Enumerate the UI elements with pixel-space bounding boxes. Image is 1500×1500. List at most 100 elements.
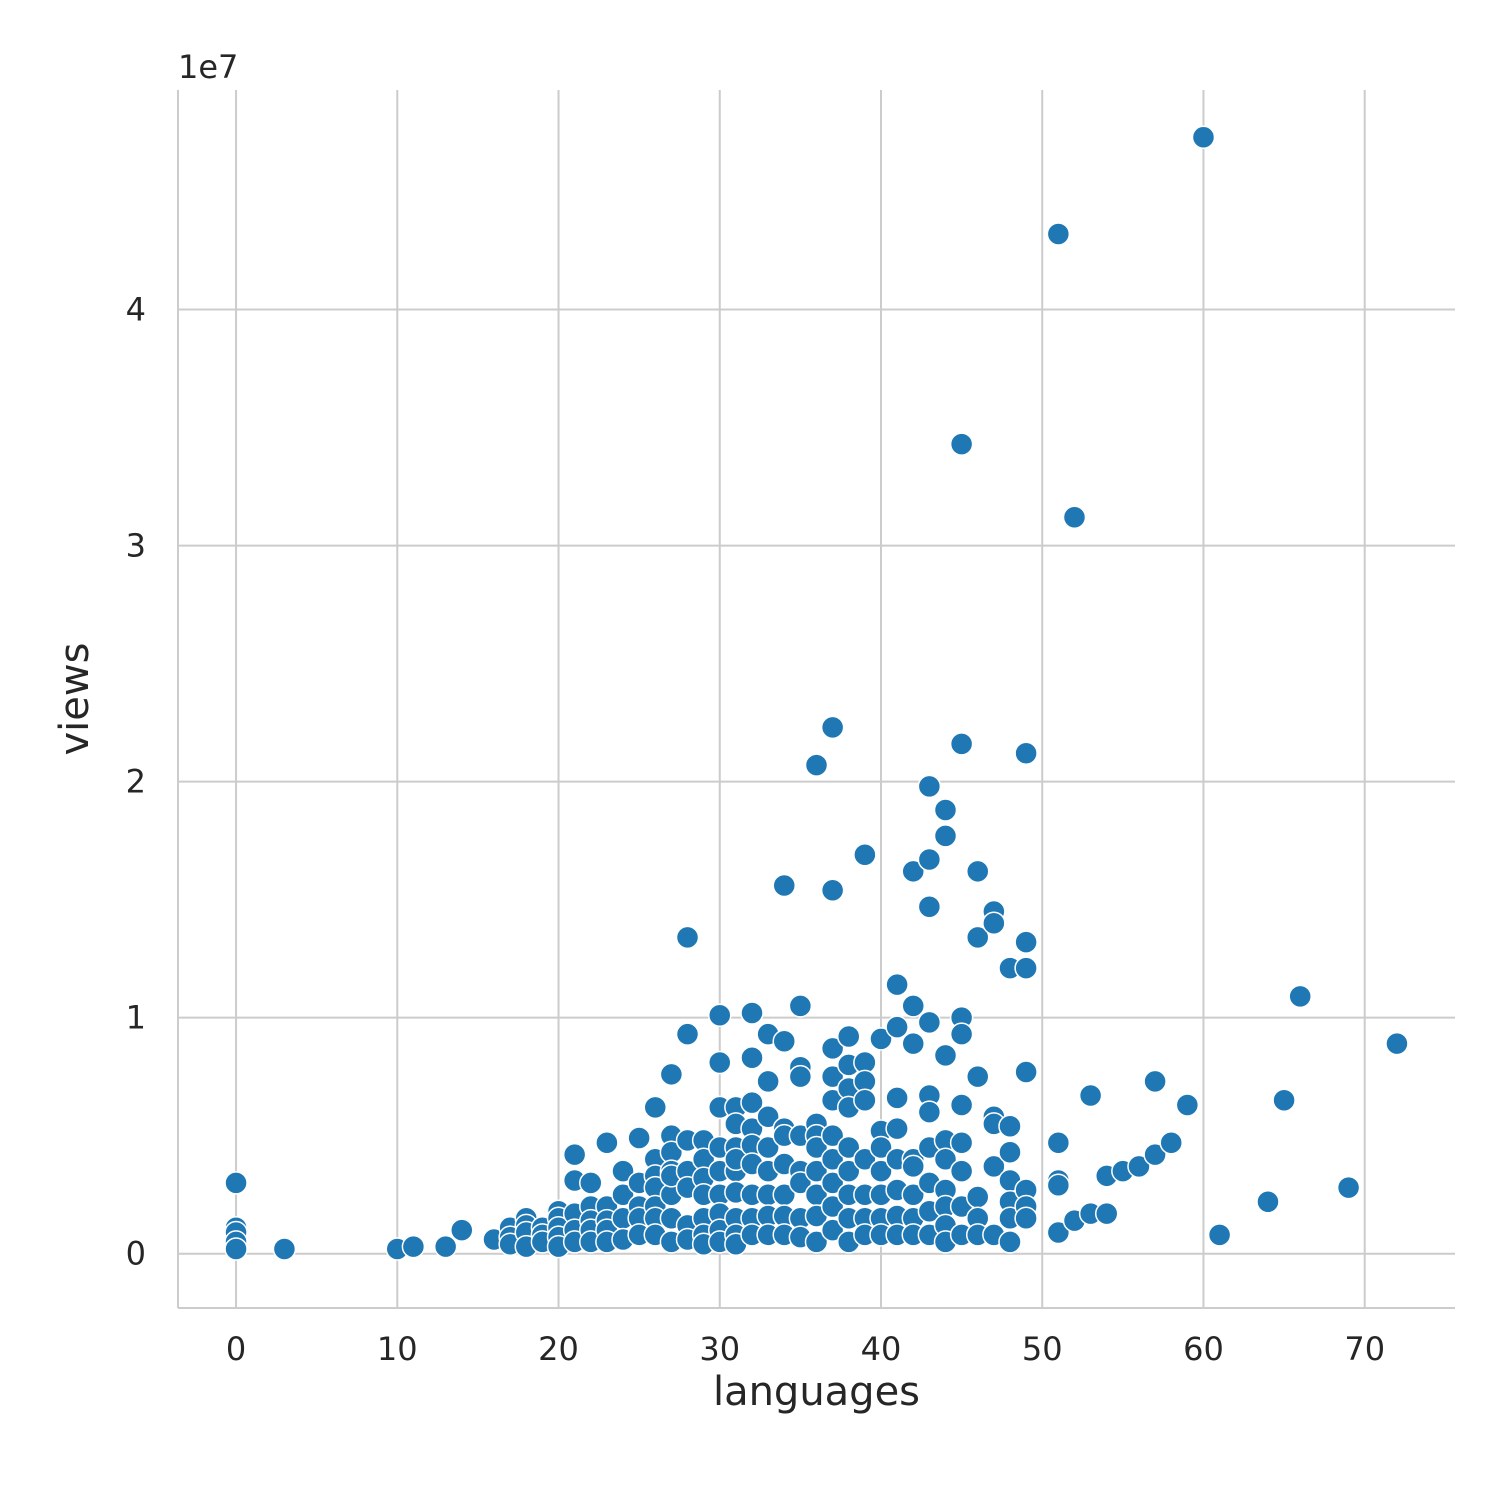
scatter-point	[224, 1237, 248, 1261]
y-tick-label: 3	[126, 527, 146, 565]
scatter-point	[772, 1029, 797, 1054]
scatter-point	[869, 1159, 893, 1183]
scatter-point	[788, 1171, 813, 1195]
scatter-point	[708, 1003, 732, 1028]
scatter-point	[965, 1185, 990, 1209]
scatter-point	[1046, 1173, 1071, 1198]
scatter-point	[933, 824, 958, 848]
scatter-point	[1078, 1083, 1103, 1108]
scatter-point	[1046, 1220, 1071, 1245]
scatter-point	[917, 1100, 942, 1124]
scatter-point	[901, 1182, 925, 1207]
scatter-point	[659, 1062, 684, 1087]
scatter-point	[1127, 1154, 1151, 1179]
x-tick-label: 50	[1022, 1330, 1063, 1368]
x-gridlines	[235, 90, 1366, 1308]
scatter-point	[949, 1093, 974, 1117]
scatter-point	[272, 1237, 297, 1261]
scatter-point	[949, 1159, 974, 1183]
scatter-point	[1062, 505, 1087, 529]
scatter-point	[885, 972, 909, 997]
scatter-point	[643, 1095, 668, 1120]
x-tick-label: 10	[377, 1330, 418, 1368]
scatter-point	[949, 1131, 974, 1155]
scatter-point	[949, 1022, 974, 1046]
scatter-point	[820, 1171, 845, 1195]
scatter-point	[917, 894, 942, 919]
scatter-point	[756, 1069, 780, 1094]
scatter-point	[579, 1171, 603, 1195]
x-tick-label: 20	[538, 1330, 579, 1368]
scatter-point	[433, 1234, 458, 1259]
scatter-point	[982, 1154, 1006, 1179]
scatter-point	[998, 1140, 1022, 1164]
scatter-point	[901, 994, 925, 1018]
scatter-point	[965, 859, 990, 884]
x-axis-title: languages	[713, 1369, 920, 1415]
scatter-point	[627, 1126, 651, 1150]
scatter-point	[1191, 125, 1216, 149]
scatter-point	[901, 859, 925, 884]
scatter-point	[1014, 1206, 1038, 1231]
scatter-point	[772, 873, 797, 898]
scatter-point	[869, 1135, 893, 1160]
x-tick-label: 0	[226, 1330, 246, 1368]
scatter-point	[804, 1230, 829, 1254]
y-offset-label: 1e7	[178, 48, 238, 86]
y-tick-label: 1	[126, 999, 146, 1037]
scatter-point	[756, 1135, 780, 1160]
scatter-point	[1385, 1031, 1409, 1056]
scatter-point	[1046, 222, 1071, 246]
scatter-point	[804, 1159, 829, 1183]
scatter-point	[998, 1114, 1022, 1138]
scatter-point	[820, 715, 845, 740]
scatter-point	[1046, 1131, 1071, 1155]
x-tick-label: 70	[1344, 1330, 1385, 1368]
x-tick-label: 30	[699, 1330, 740, 1368]
scatter-point	[949, 732, 974, 756]
scatter-point	[224, 1171, 248, 1195]
scatter-point	[595, 1131, 619, 1155]
scatter-point	[933, 1043, 958, 1068]
scatter-point	[1256, 1190, 1280, 1214]
scatter-point	[611, 1159, 635, 1183]
scatter-point	[901, 1154, 925, 1179]
scatter-point	[611, 1182, 635, 1207]
scatter-point	[885, 1116, 909, 1141]
scatter-point	[788, 1064, 813, 1089]
x-tick-label: 60	[1183, 1330, 1224, 1368]
scatter-point	[933, 798, 958, 822]
scatter-point	[1014, 930, 1038, 954]
scatter-point	[1207, 1223, 1232, 1247]
scatter-point	[740, 1090, 764, 1115]
scatter-point	[949, 432, 974, 456]
scatter-point	[820, 878, 845, 902]
scatter-point	[788, 994, 813, 1018]
scatter-point	[1014, 956, 1038, 980]
scatter-point	[1143, 1069, 1167, 1094]
scatter-point	[998, 1230, 1022, 1254]
y-tick-label: 0	[126, 1235, 146, 1273]
y-gridlines	[178, 308, 1455, 1255]
scatter-point	[675, 925, 700, 950]
scatter-point	[820, 1064, 845, 1089]
scatter-point	[820, 1147, 845, 1172]
scatter-point	[820, 1194, 845, 1219]
scatter-point	[1159, 1131, 1183, 1155]
scatter-point	[836, 1159, 861, 1183]
scatter-point	[1336, 1175, 1361, 1200]
scatter-point	[675, 1022, 700, 1046]
scatter-point	[740, 1001, 764, 1025]
scatter-point	[836, 1024, 861, 1049]
scatter-point	[836, 1135, 861, 1160]
scatter-points	[224, 125, 1409, 1261]
scatter-point	[1272, 1088, 1296, 1113]
scatter-point	[820, 1218, 845, 1242]
y-tick-label: 4	[126, 291, 146, 329]
scatter-point	[1014, 741, 1038, 766]
x-tick-labels: 0 10 20 30 40 50 60 70	[226, 1330, 1385, 1368]
scatter-point	[804, 753, 829, 777]
y-tick-label: 2	[126, 763, 146, 801]
scatter-point	[450, 1218, 474, 1242]
